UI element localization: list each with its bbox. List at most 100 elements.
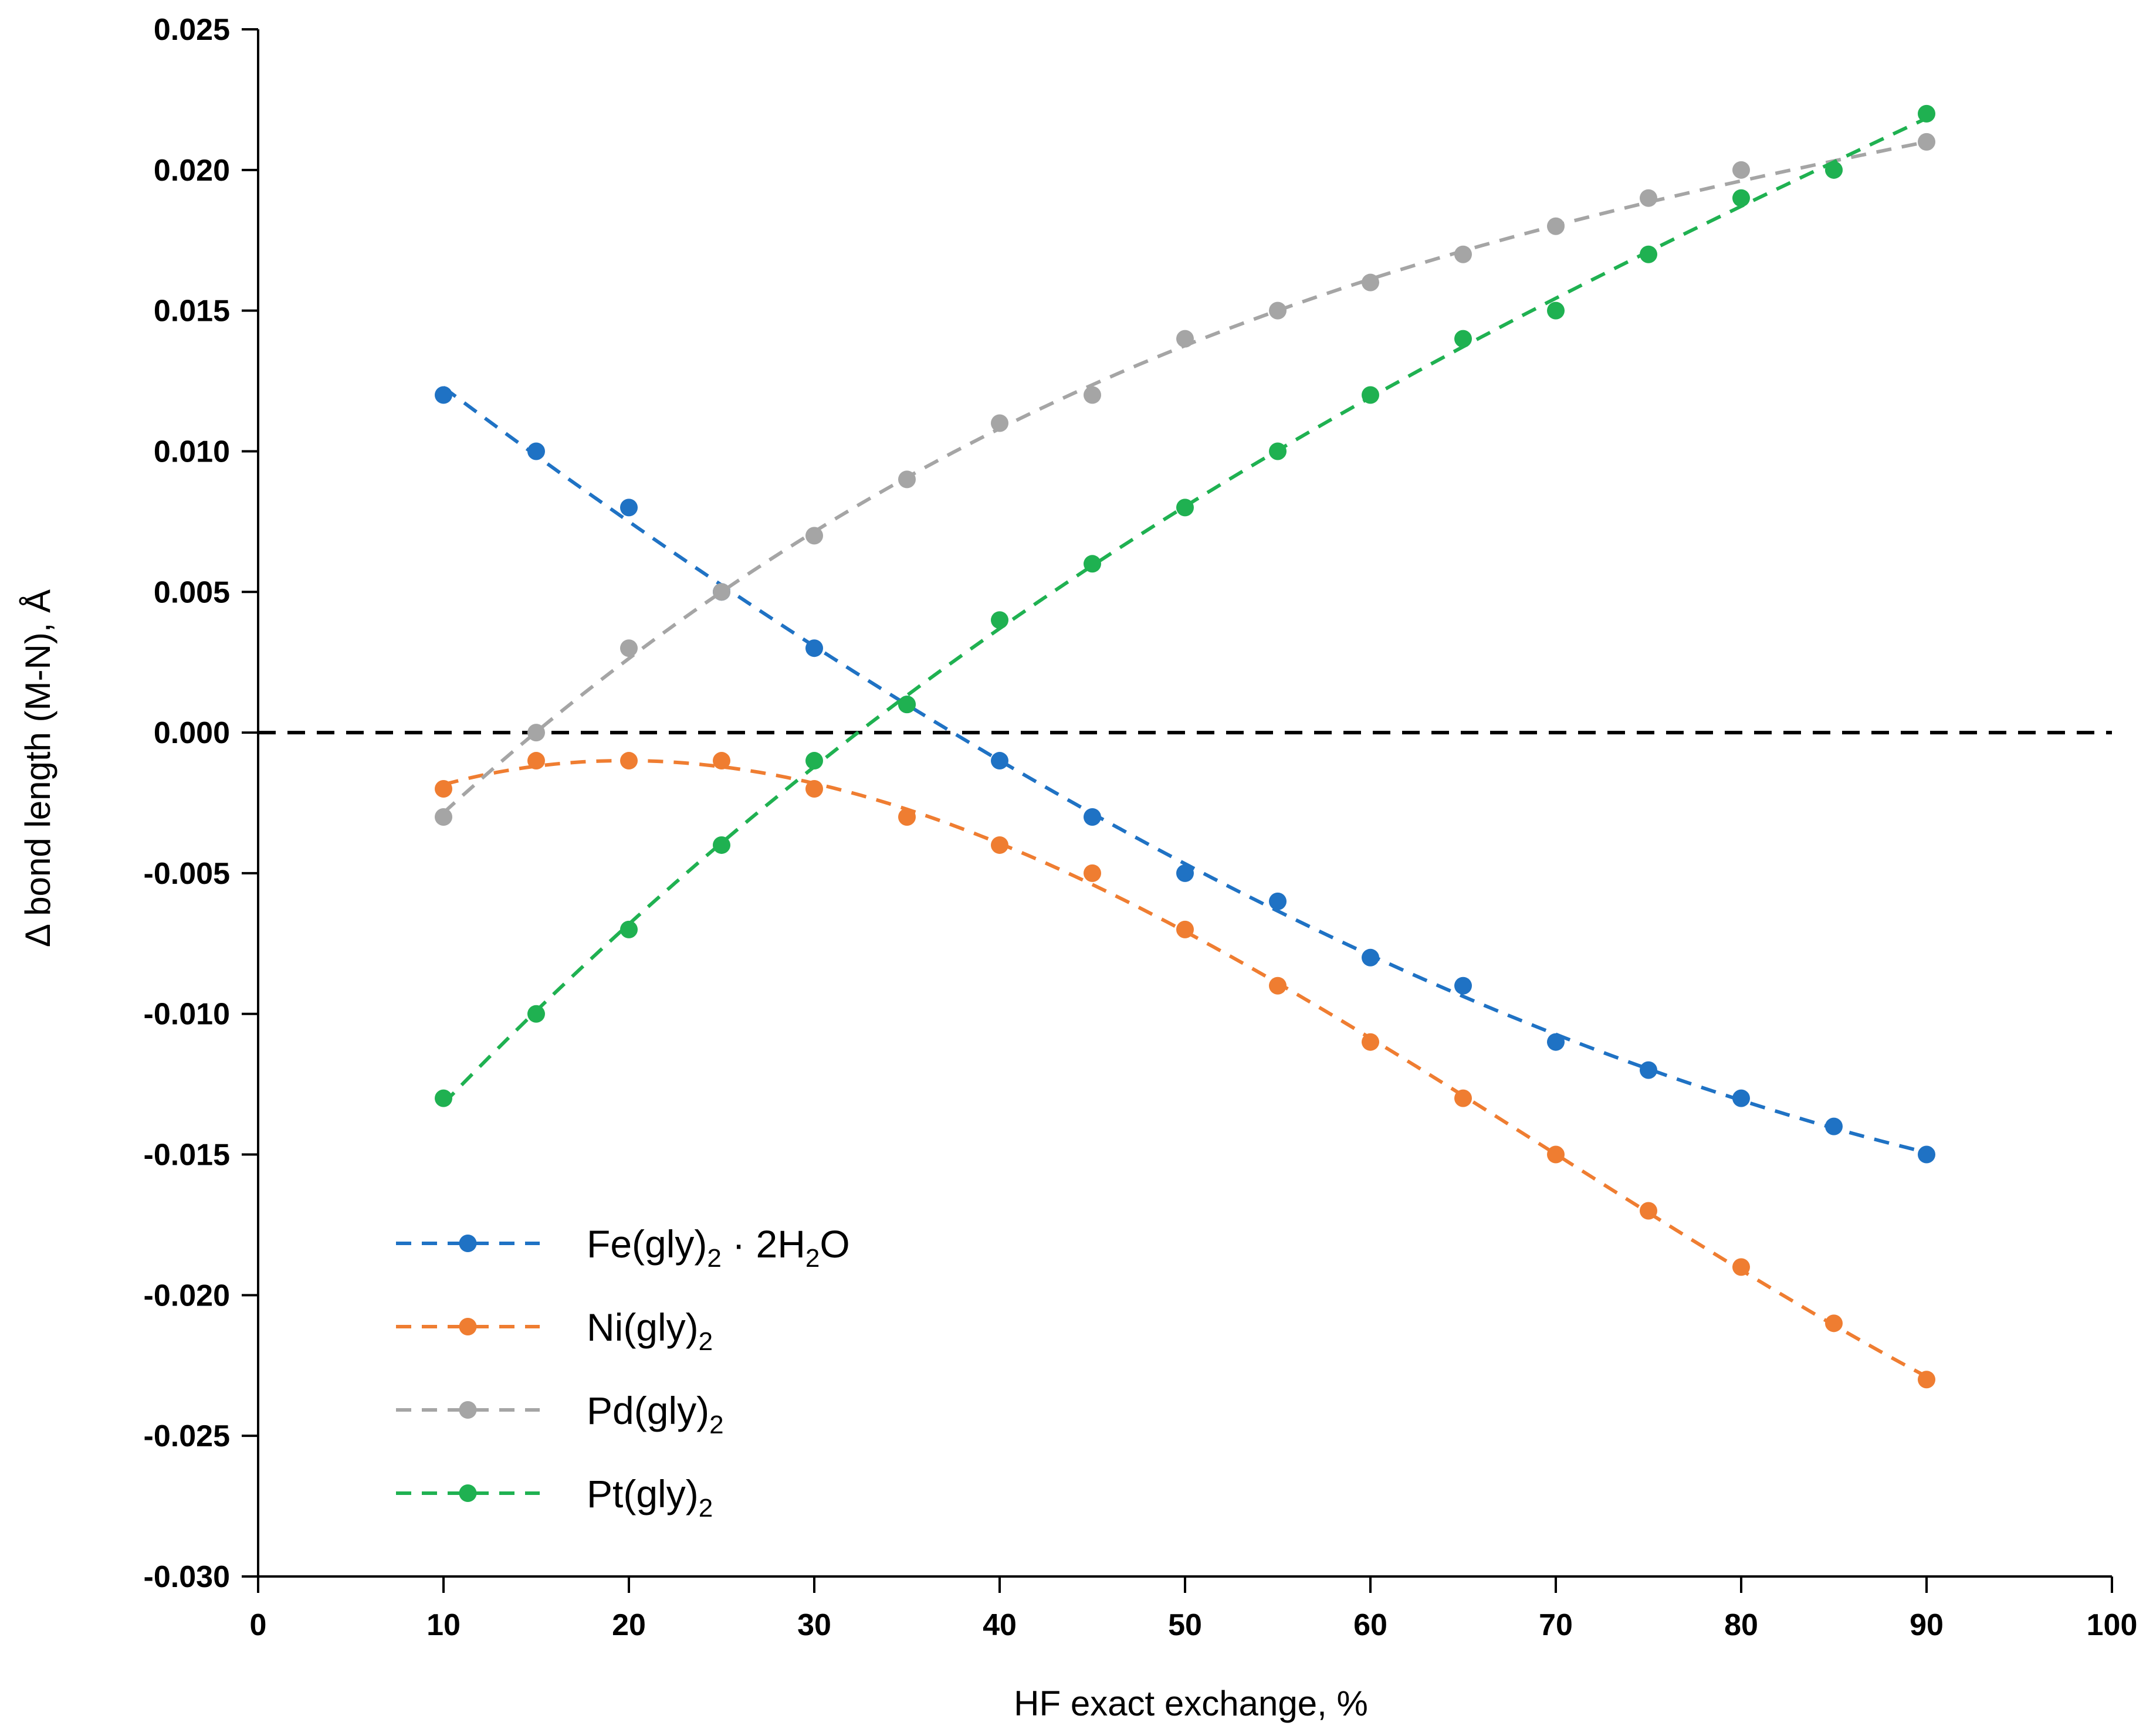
x-tick-label: 60 [1353,1608,1387,1642]
data-point [1732,161,1750,179]
data-point [1732,1089,1750,1107]
data-point [1269,892,1287,910]
data-point [1640,189,1657,207]
x-tick-label: 50 [1168,1608,1202,1642]
data-point [1084,808,1101,826]
data-point [898,808,916,826]
data-point [1547,217,1565,235]
trend-line [442,140,1927,815]
data-point [1454,1089,1472,1107]
data-point [620,499,638,517]
data-point [1918,1371,1935,1389]
legend-item: Pt(gly)2 [396,1472,713,1523]
data-point [1084,864,1101,882]
trend-line [443,758,1928,1378]
data-point [1547,1145,1565,1164]
legend-item: Ni(gly)2 [396,1306,713,1356]
data-point [1362,1033,1379,1051]
y-tick-label: -0.030 [144,1560,230,1594]
data-point [1454,330,1472,348]
data-point [805,780,823,798]
legend-label: Pt(gly)2 [587,1472,713,1523]
x-tick-label: 30 [797,1608,831,1642]
legend-marker [459,1318,477,1335]
legend-item: Pd(gly)2 [396,1389,724,1439]
data-point [435,386,452,404]
data-point [1640,1061,1657,1079]
data-point [1825,161,1843,179]
x-tick-label: 70 [1539,1608,1573,1642]
data-point [527,752,545,770]
data-point [620,639,638,657]
data-point [1176,330,1194,348]
x-tick-label: 40 [983,1608,1017,1642]
data-point [1084,555,1101,573]
data-point [620,920,638,938]
data-point [435,808,452,826]
trend-line [442,386,1927,1154]
data-point [991,836,1008,854]
legend-label: Fe(gly)2 · 2H2O [587,1222,850,1273]
data-point [435,1089,452,1107]
y-tick-label: 0.020 [154,154,230,188]
series-1 [435,752,1935,1389]
data-point [1176,864,1194,882]
data-point [1918,104,1935,123]
data-point [898,470,916,489]
x-tick-label: 80 [1724,1608,1758,1642]
data-point [1454,976,1472,995]
data-point [1918,133,1935,151]
axes [242,28,2113,1593]
data-point [527,442,545,460]
series-group [435,104,1935,1389]
y-tick-label: 0.015 [154,294,230,328]
data-point [1176,920,1194,938]
trend-line [442,116,1928,1105]
data-point [805,639,823,657]
x-tick-labels: 0 10 20 30 40 50 60 70 80 90 100 [250,1608,2138,1642]
data-point [898,696,916,714]
x-tick-label: 20 [612,1608,646,1642]
y-tick-label: 0.010 [154,435,230,469]
data-point [1362,386,1379,404]
data-point [620,752,638,770]
legend: Fe(gly)2 · 2H2O Ni(gly)2 Pd(gly)2 Pt(gly)2 [396,1222,850,1523]
data-point [1547,301,1565,320]
data-point [1269,442,1287,460]
data-point [713,583,730,601]
data-point [1454,245,1472,263]
y-tick-label: 0.000 [154,716,230,750]
legend-marker [459,1235,477,1252]
data-point [713,752,730,770]
y-tick-label: -0.010 [144,998,230,1032]
series-3 [435,104,1935,1107]
x-tick-label: 100 [2087,1608,2138,1642]
legend-marker [459,1484,477,1502]
y-axis-title: Δ bond length (M-N), Å [18,589,57,947]
data-point [1732,189,1750,207]
data-point [991,611,1008,629]
data-point [1825,1117,1843,1135]
data-point [1640,245,1657,263]
y-tick-label: -0.025 [144,1419,230,1453]
data-point [1640,1202,1657,1220]
y-tick-labels: 0.025 0.020 0.015 0.010 0.005 0.000 -0.005 -0.0… [144,13,230,1594]
data-point [527,724,545,742]
data-point [1362,273,1379,291]
data-point [1825,1314,1843,1332]
data-point [435,780,452,798]
y-tick-label: 0.025 [154,13,230,47]
data-point [1176,499,1194,517]
y-tick-label: -0.020 [144,1279,230,1313]
data-point [1732,1258,1750,1276]
data-point [1269,301,1287,320]
data-point [991,752,1008,770]
legend-label: Ni(gly)2 [587,1306,713,1356]
legend-item: Fe(gly)2 · 2H2O [396,1222,850,1273]
data-point [805,752,823,770]
data-point [1918,1145,1935,1164]
x-tick-label: 10 [426,1608,461,1642]
x-axis-title: HF exact exchange, % [1014,1684,1368,1723]
x-tick-label: 0 [250,1608,267,1642]
